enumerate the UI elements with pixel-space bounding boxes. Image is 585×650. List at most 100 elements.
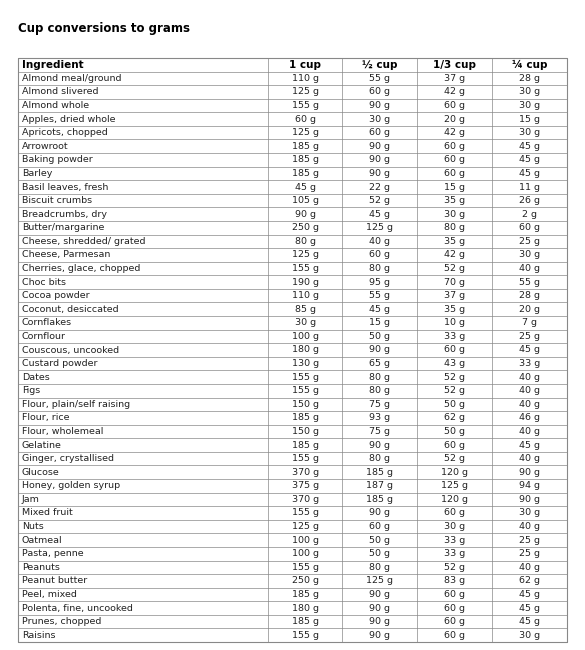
Text: 52 g: 52 g	[444, 454, 465, 463]
Text: Flour, plain/self raising: Flour, plain/self raising	[22, 400, 130, 409]
Text: 40 g: 40 g	[519, 522, 540, 531]
Text: 60 g: 60 g	[444, 604, 465, 612]
Text: 40 g: 40 g	[519, 563, 540, 572]
Text: Dates: Dates	[22, 372, 50, 382]
Text: 45 g: 45 g	[519, 346, 540, 354]
Text: 20 g: 20 g	[444, 114, 465, 124]
Text: 46 g: 46 g	[519, 413, 540, 423]
Text: 50 g: 50 g	[444, 400, 465, 409]
Text: Pasta, penne: Pasta, penne	[22, 549, 84, 558]
Text: 35 g: 35 g	[444, 196, 465, 205]
Text: Breadcrumbs, dry: Breadcrumbs, dry	[22, 210, 107, 218]
Text: 125 g: 125 g	[292, 250, 319, 259]
Text: 50 g: 50 g	[444, 427, 465, 436]
Text: Apricots, chopped: Apricots, chopped	[22, 128, 108, 137]
Text: 45 g: 45 g	[519, 604, 540, 612]
Text: 33 g: 33 g	[519, 359, 540, 368]
Text: Ingredient: Ingredient	[22, 60, 84, 70]
Text: 185 g: 185 g	[292, 169, 319, 178]
Text: 90 g: 90 g	[519, 495, 540, 504]
Text: 30 g: 30 g	[519, 508, 540, 517]
Text: Couscous, uncooked: Couscous, uncooked	[22, 346, 119, 354]
Text: 25 g: 25 g	[519, 332, 540, 341]
Text: 60 g: 60 g	[444, 169, 465, 178]
Text: 30 g: 30 g	[444, 210, 465, 218]
Text: 150 g: 150 g	[292, 427, 319, 436]
Text: 185 g: 185 g	[292, 155, 319, 164]
Text: Peanuts: Peanuts	[22, 563, 60, 572]
Text: 30 g: 30 g	[519, 128, 540, 137]
Text: 65 g: 65 g	[369, 359, 390, 368]
Text: 62 g: 62 g	[519, 577, 540, 586]
Text: 100 g: 100 g	[292, 549, 319, 558]
Text: Almond meal/ground: Almond meal/ground	[22, 74, 122, 83]
Text: 125 g: 125 g	[366, 223, 393, 232]
Text: 30 g: 30 g	[519, 630, 540, 640]
Text: 90 g: 90 g	[369, 508, 390, 517]
Text: 180 g: 180 g	[292, 604, 319, 612]
Text: Almond whole: Almond whole	[22, 101, 89, 110]
Text: 11 g: 11 g	[519, 183, 540, 192]
Text: Flour, rice: Flour, rice	[22, 413, 70, 423]
Text: 45 g: 45 g	[519, 142, 540, 151]
Text: Cherries, glace, chopped: Cherries, glace, chopped	[22, 264, 140, 273]
Text: 90 g: 90 g	[369, 604, 390, 612]
Text: Ginger, crystallised: Ginger, crystallised	[22, 454, 114, 463]
Text: 45 g: 45 g	[519, 617, 540, 626]
Text: 110 g: 110 g	[292, 74, 319, 83]
Text: 52 g: 52 g	[444, 386, 465, 395]
Text: 10 g: 10 g	[444, 318, 465, 328]
Text: 90 g: 90 g	[295, 210, 316, 218]
Text: 90 g: 90 g	[369, 169, 390, 178]
Text: 15 g: 15 g	[369, 318, 390, 328]
Text: 155 g: 155 g	[292, 372, 319, 382]
Text: 100 g: 100 g	[292, 536, 319, 545]
Text: 60 g: 60 g	[369, 250, 390, 259]
Text: 45 g: 45 g	[295, 183, 316, 192]
Text: 185 g: 185 g	[366, 495, 393, 504]
Text: 94 g: 94 g	[519, 481, 540, 490]
Text: 45 g: 45 g	[369, 305, 390, 314]
Text: 250 g: 250 g	[292, 577, 319, 586]
Text: Cornflour: Cornflour	[22, 332, 66, 341]
Text: 62 g: 62 g	[444, 413, 465, 423]
Text: 42 g: 42 g	[444, 88, 465, 96]
Text: Barley: Barley	[22, 169, 53, 178]
Text: 370 g: 370 g	[291, 468, 319, 476]
Text: Prunes, chopped: Prunes, chopped	[22, 617, 101, 626]
Text: Cheese, Parmesan: Cheese, Parmesan	[22, 250, 111, 259]
Text: Flour, wholemeal: Flour, wholemeal	[22, 427, 104, 436]
Text: 43 g: 43 g	[444, 359, 465, 368]
Text: 45 g: 45 g	[369, 210, 390, 218]
Text: 7 g: 7 g	[522, 318, 537, 328]
Text: 90 g: 90 g	[369, 590, 390, 599]
Text: 30 g: 30 g	[295, 318, 316, 328]
Text: 52 g: 52 g	[444, 563, 465, 572]
Text: 20 g: 20 g	[519, 305, 540, 314]
Text: 55 g: 55 g	[369, 74, 390, 83]
Text: 2 g: 2 g	[522, 210, 537, 218]
Text: 125 g: 125 g	[292, 88, 319, 96]
Text: 50 g: 50 g	[369, 549, 390, 558]
Text: 25 g: 25 g	[519, 237, 540, 246]
Text: 37 g: 37 g	[444, 291, 465, 300]
Text: 35 g: 35 g	[444, 237, 465, 246]
Text: 80 g: 80 g	[369, 563, 390, 572]
Text: Peanut butter: Peanut butter	[22, 577, 87, 586]
Text: 155 g: 155 g	[292, 101, 319, 110]
Text: 52 g: 52 g	[444, 372, 465, 382]
Text: 155 g: 155 g	[292, 264, 319, 273]
Text: 125 g: 125 g	[292, 128, 319, 137]
Text: 50 g: 50 g	[369, 536, 390, 545]
Text: 52 g: 52 g	[444, 264, 465, 273]
Text: Baking powder: Baking powder	[22, 155, 93, 164]
Text: 80 g: 80 g	[369, 372, 390, 382]
Text: 35 g: 35 g	[444, 305, 465, 314]
Text: ¼ cup: ¼ cup	[512, 60, 547, 70]
Text: 15 g: 15 g	[519, 114, 540, 124]
Text: 185 g: 185 g	[292, 617, 319, 626]
Text: 1 cup: 1 cup	[289, 60, 321, 70]
Text: 60 g: 60 g	[369, 522, 390, 531]
Text: 93 g: 93 g	[369, 413, 390, 423]
Text: 80 g: 80 g	[369, 264, 390, 273]
